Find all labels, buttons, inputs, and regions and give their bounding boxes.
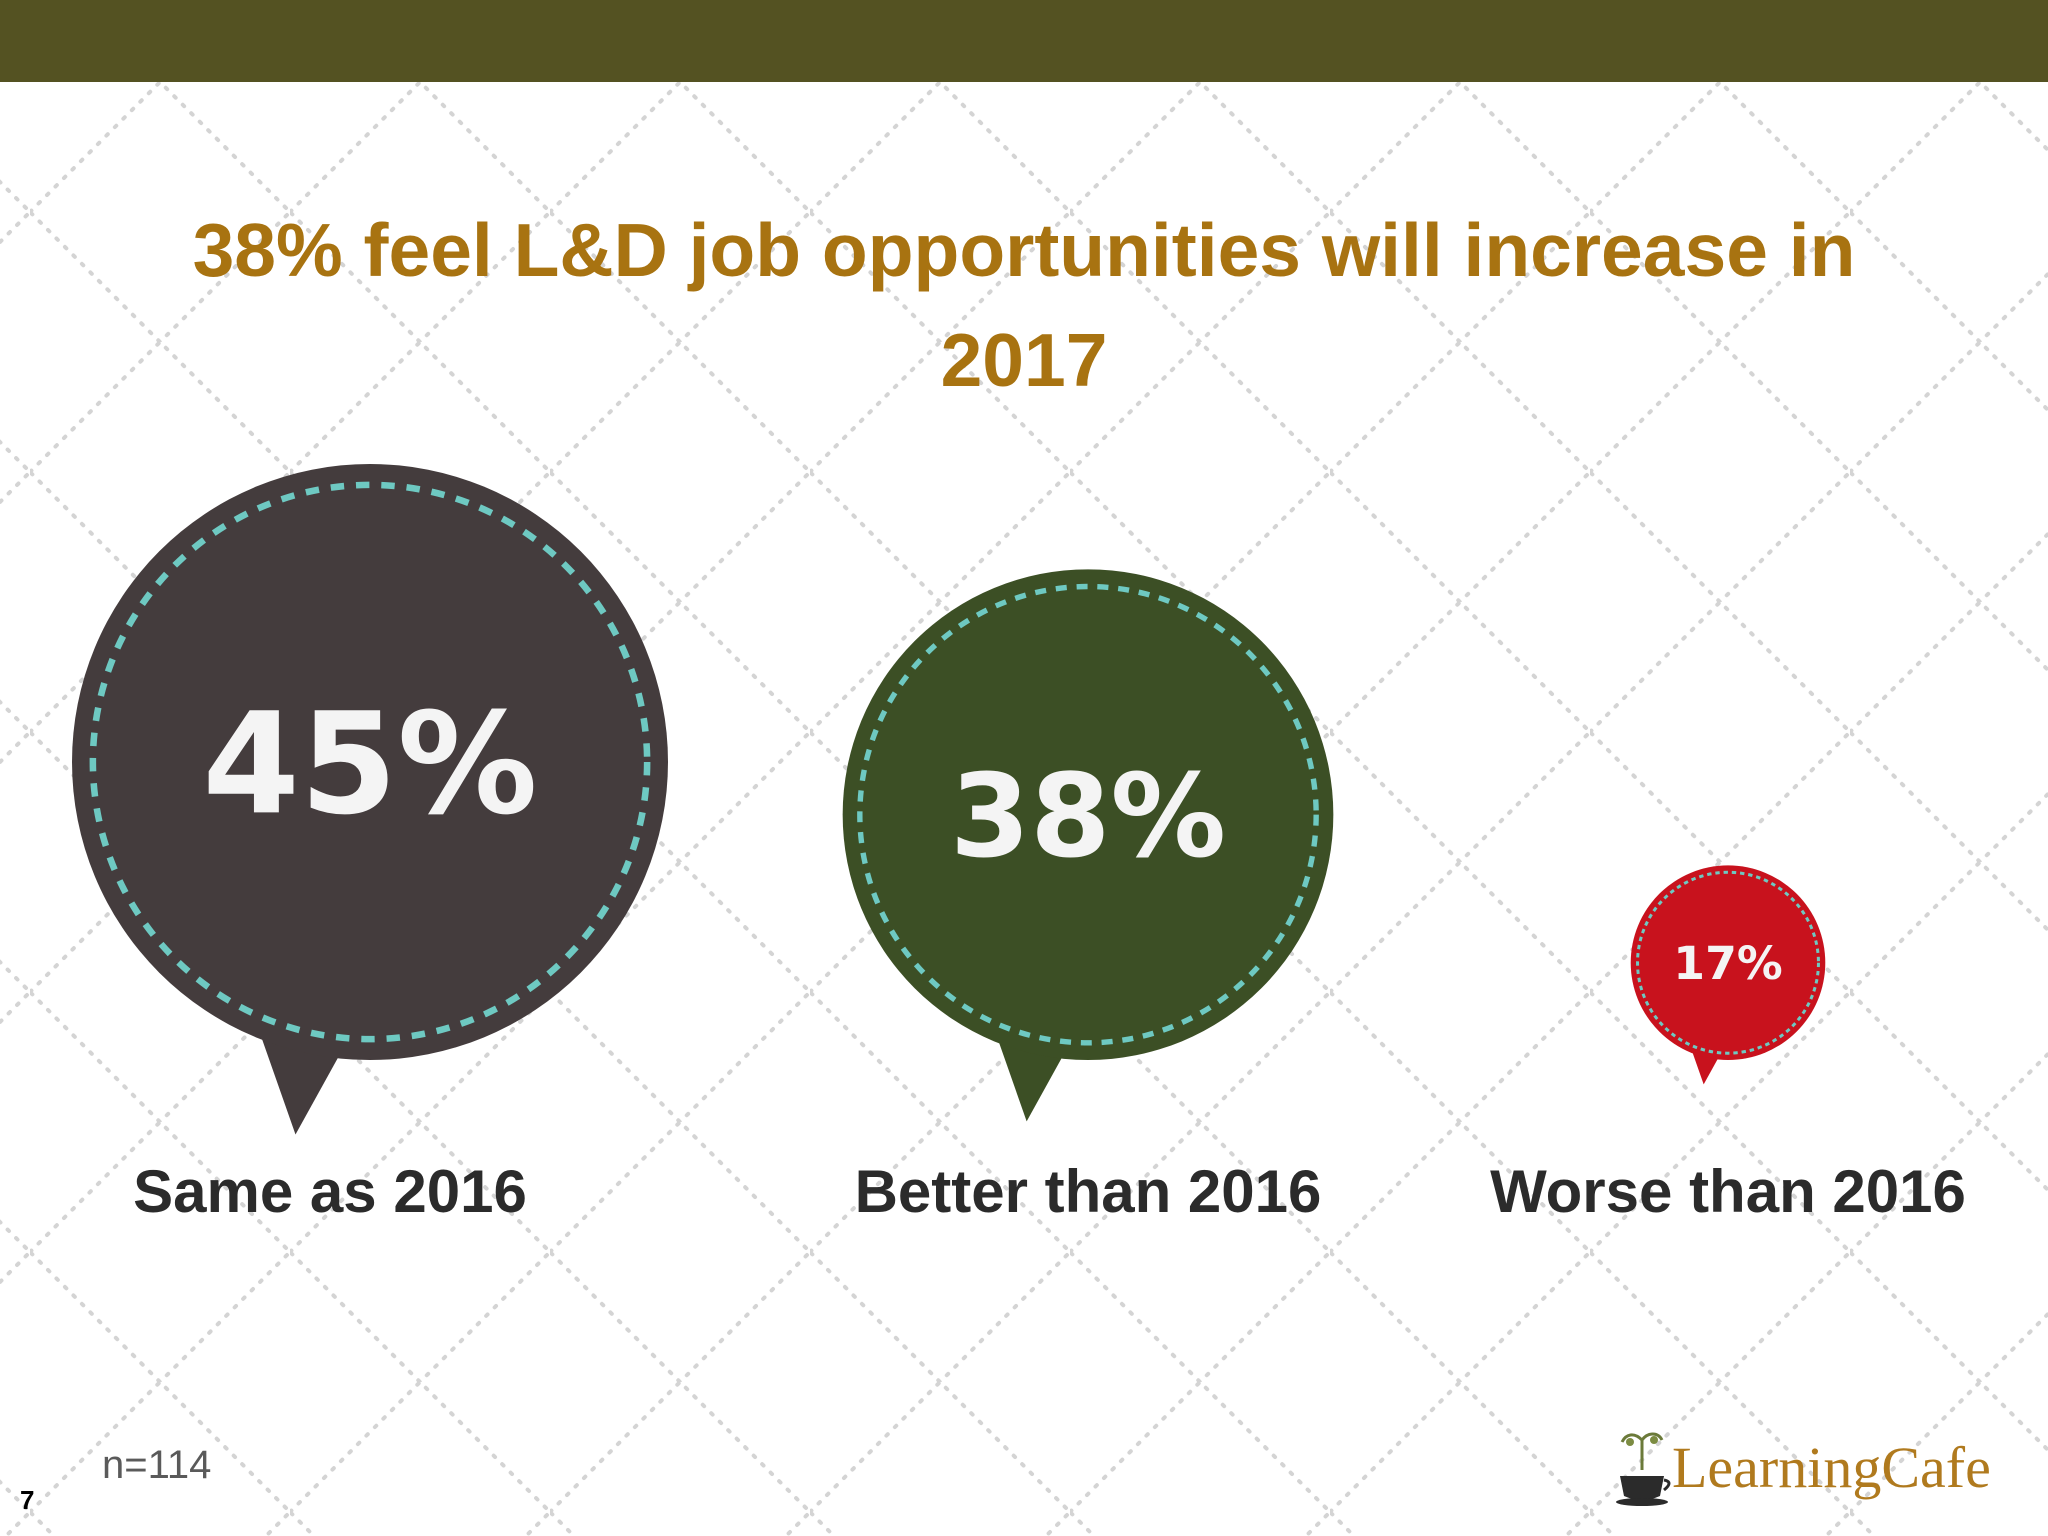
- bubble-1: 45%: [72, 464, 668, 1135]
- learningcafe-logo: LearningCafe: [1612, 1430, 2012, 1510]
- bubble-circle: [72, 464, 668, 1060]
- coffee-cup-icon: [1616, 1432, 1671, 1506]
- category-label: Worse than 2016: [1490, 1158, 1966, 1225]
- slide-title: 38% feel L&D job opportunities will incr…: [192, 208, 1856, 402]
- bubble-dashed-ring: [857, 583, 1319, 1046]
- bubble-circle: [842, 569, 1334, 1060]
- bubble-dashed-ring: [89, 481, 651, 1043]
- bubble-value-label: 45%: [202, 683, 537, 846]
- top-bar: [0, 0, 2048, 82]
- bubble-dashed-ring: [1636, 870, 1820, 1055]
- bubble-value-label: 17%: [1673, 937, 1782, 990]
- bubble-3: 17%: [1630, 865, 1826, 1085]
- bubble-2: 38%: [842, 569, 1334, 1122]
- bubble-value-label: 38%: [950, 750, 1226, 884]
- category-label: Better than 2016: [855, 1158, 1322, 1225]
- page-number: 7: [20, 1485, 35, 1515]
- bubble-circle: [1630, 865, 1826, 1060]
- sample-size-note: n=114: [102, 1443, 212, 1487]
- category-label: Same as 2016: [133, 1158, 527, 1225]
- logo-text: LearningCafe: [1672, 1435, 1991, 1500]
